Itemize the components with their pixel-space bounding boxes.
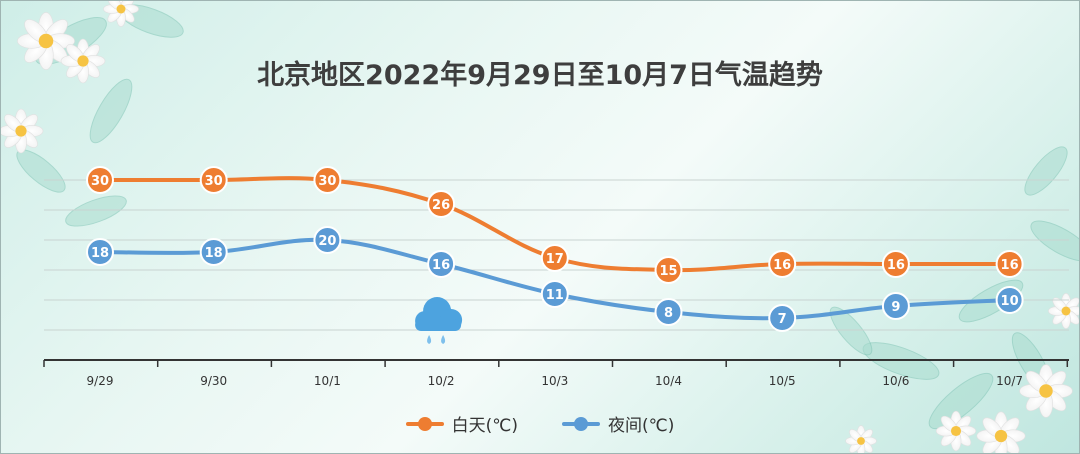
point-0-5: 15	[654, 256, 683, 284]
legend-item-day: 白天(℃)	[405, 411, 518, 436]
leaf-10	[829, 306, 873, 356]
x-tick-label-6: 10/5	[769, 374, 796, 388]
leaf-4	[65, 195, 127, 227]
data-label-1-0: 18	[91, 246, 109, 261]
x-tick-label-0: 9/29	[87, 374, 114, 388]
point-1-4: 11	[540, 280, 569, 308]
legend-swatch-day	[405, 416, 444, 431]
leaf-2	[89, 78, 133, 144]
data-label-1-3: 16	[432, 258, 450, 273]
point-1-8: 10	[995, 286, 1024, 314]
legend-swatch-night	[562, 416, 600, 431]
x-tick-label-7: 10/6	[882, 374, 909, 388]
data-label-1-4: 11	[546, 288, 564, 303]
flower-4	[1019, 364, 1073, 418]
flower-6	[935, 410, 977, 452]
data-label-0-5: 15	[659, 264, 677, 279]
leaf-5	[1024, 146, 1068, 196]
data-label-0-8: 16	[1001, 258, 1019, 273]
data-label-0-0: 30	[91, 174, 109, 189]
flower-3	[103, 1, 139, 27]
point-0-1: 30	[199, 166, 228, 194]
series-points: 30 30 30 26 17 15 16 16 16 18 18 20 16 11 8 7 9 10	[86, 166, 1024, 332]
flower-7	[1048, 293, 1079, 329]
data-label-0-7: 16	[887, 258, 905, 273]
point-0-0: 30	[86, 166, 114, 194]
data-label-1-8: 10	[1001, 294, 1019, 309]
point-0-6: 16	[768, 250, 797, 278]
data-label-0-3: 26	[432, 198, 450, 213]
leaf-9	[928, 372, 994, 430]
point-1-1: 18	[199, 238, 228, 266]
data-label-1-2: 20	[318, 234, 336, 249]
x-axis: 9/29 9/30 10/1 10/2 10/3 10/4 10/5 10/6 10/7	[43, 359, 1069, 388]
data-label-0-1: 30	[205, 174, 223, 189]
x-tick-label-4: 10/3	[541, 374, 568, 388]
flower-1	[60, 38, 106, 84]
point-0-8: 16	[995, 250, 1024, 278]
point-1-7: 9	[881, 292, 910, 320]
x-tick-label-5: 10/4	[655, 374, 682, 388]
leaf-6	[1030, 220, 1079, 262]
x-tick-label-3: 10/2	[428, 374, 455, 388]
chart-legend: 白天(℃) 夜间(℃)	[1, 411, 1079, 436]
x-tick-label-2: 10/1	[314, 374, 341, 388]
point-1-3: 16	[427, 250, 456, 278]
data-label-0-4: 17	[546, 252, 564, 267]
flower-8	[845, 425, 877, 453]
legend-label-day: 白天(℃)	[451, 416, 518, 436]
legend-item-night: 夜间(℃)	[562, 411, 674, 436]
legend-label-night: 夜间(℃)	[608, 416, 675, 436]
point-1-6: 7	[768, 304, 797, 332]
data-label-0-2: 30	[318, 174, 336, 189]
point-1-2: 20	[313, 226, 342, 254]
chart-title: 北京地区2022年9月29日至10月7日气温趋势	[257, 60, 823, 91]
rain-cloud-icon	[415, 297, 463, 344]
data-label-1-6: 7	[778, 312, 787, 327]
point-1-0: 18	[86, 238, 114, 266]
data-label-0-6: 16	[773, 258, 791, 273]
flower-2	[1, 108, 44, 154]
x-tick-label-8: 10/7	[996, 374, 1023, 388]
point-0-7: 16	[881, 250, 910, 278]
point-1-5: 8	[654, 298, 683, 326]
point-0-4: 17	[540, 244, 569, 272]
point-0-3: 26	[427, 190, 456, 218]
data-label-1-5: 8	[664, 306, 673, 321]
flower-5	[976, 411, 1026, 453]
point-0-2: 30	[313, 166, 342, 194]
x-tick-label-1: 9/30	[200, 374, 227, 388]
data-label-1-1: 18	[205, 246, 223, 261]
data-label-1-7: 9	[891, 300, 900, 315]
